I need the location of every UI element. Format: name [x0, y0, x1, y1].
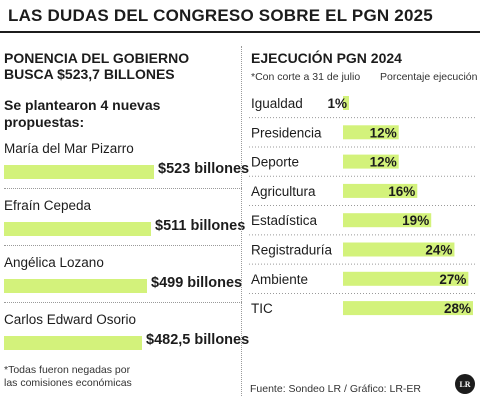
bar	[343, 96, 349, 110]
proposal-divider	[4, 302, 242, 303]
value-label: 24%	[425, 243, 452, 258]
value-label: 12%	[370, 155, 397, 170]
proposal-bar	[4, 279, 147, 293]
proposal-bar	[4, 336, 142, 350]
category-label: Agricultura	[251, 184, 316, 199]
proposal-divider	[4, 188, 242, 189]
lr-logo: LR	[455, 374, 475, 394]
proposal-value: $482,5 billones	[146, 332, 250, 348]
bar	[343, 242, 455, 257]
bar	[343, 154, 399, 169]
page-title: LAS DUDAS DEL CONGRESO SOBRE EL PGN 2025	[8, 6, 433, 25]
proposal-item: Angélica Lozano $499 billones	[4, 255, 254, 311]
value-label: 16%	[388, 184, 415, 199]
bar	[343, 125, 399, 140]
proposal-name: Carlos Edward Osorio	[4, 312, 137, 327]
bar	[343, 271, 469, 286]
chart-title: EJECUCIÓN PGN 2024	[251, 50, 402, 66]
bar	[343, 183, 418, 198]
proposal-bar	[4, 222, 151, 236]
category-label: Estadística	[251, 213, 318, 228]
proposal-value: $499 billones	[151, 275, 243, 291]
category-label: Igualdad	[251, 96, 303, 111]
category-label: Deporte	[251, 155, 299, 170]
category-label: Ambiente	[251, 272, 308, 287]
left-panel-subtitle: Se plantearon 4 nuevas propuestas:	[4, 97, 161, 130]
proposal-name: Efraín Cepeda	[4, 198, 92, 213]
proposal-bar	[4, 165, 154, 179]
chart-subtitle: *Con corte a 31 de julio	[251, 71, 361, 83]
value-label: 1%	[327, 96, 347, 111]
category-label: Presidencia	[251, 125, 322, 140]
proposal-item: Carlos Edward Osorio $482,5 billones	[4, 312, 254, 368]
value-label: 19%	[402, 213, 429, 228]
value-label: 12%	[370, 125, 397, 140]
proposal-item: María del Mar Pizarro $523 billones	[4, 141, 254, 197]
column-header: Porcentaje ejecución	[380, 71, 478, 83]
proposal-divider	[4, 245, 242, 246]
value-label: 28%	[444, 301, 471, 316]
value-label: 27%	[439, 272, 466, 287]
category-label: Registraduría	[251, 243, 333, 258]
left-panel-title: PONENCIA DEL GOBIERNO BUSCA $523,7 BILLO…	[4, 50, 190, 82]
proposal-name: Angélica Lozano	[4, 255, 104, 270]
source-note: Fuente: Sondeo LR / Gráfico: LR-ER	[250, 383, 421, 395]
category-label: TIC	[251, 301, 273, 316]
proposal-value: $511 billones	[155, 218, 246, 234]
bar	[343, 213, 432, 228]
title-rule	[0, 31, 480, 33]
proposal-name: María del Mar Pizarro	[4, 141, 134, 156]
bar	[343, 301, 473, 316]
proposal-item: Efraín Cepeda $511 billones	[4, 198, 254, 254]
footnote: *Todas fueron negadas por las comisiones…	[4, 364, 132, 389]
panel-divider	[241, 46, 242, 396]
proposal-value: $523 billones	[158, 161, 250, 177]
